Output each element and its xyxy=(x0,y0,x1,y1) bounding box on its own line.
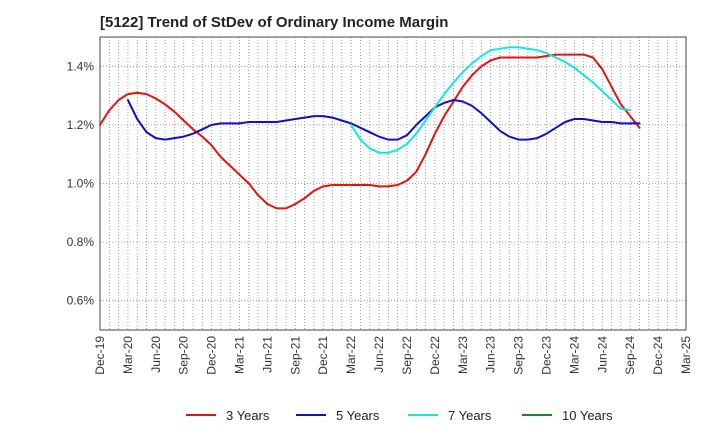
x-tick-label: Dec-19 xyxy=(93,336,107,375)
legend-swatch-5-years xyxy=(296,414,326,416)
x-tick-label: Dec-22 xyxy=(428,336,442,375)
legend-item-7-years: 7 Years xyxy=(408,405,491,425)
legend-label-5-years: 5 Years xyxy=(336,407,380,423)
legend-item-5-years: 5 Years xyxy=(296,405,379,425)
y-tick-label: 0.6% xyxy=(67,294,95,308)
x-tick-label: Jun-23 xyxy=(484,336,498,373)
legend-swatch-10-years xyxy=(522,414,552,416)
x-tick-label: Sep-20 xyxy=(177,336,191,375)
x-tick-label: Dec-20 xyxy=(205,336,219,375)
x-tick-label: Mar-22 xyxy=(344,336,358,374)
x-tick-label: Sep-24 xyxy=(623,336,637,375)
legend-item-3-years: 3 Years xyxy=(186,405,269,425)
x-tick-label: Mar-21 xyxy=(233,336,247,374)
x-tick-label: Dec-23 xyxy=(539,336,553,375)
legend-label-3-years: 3 Years xyxy=(226,407,270,423)
x-tick-label: Sep-22 xyxy=(400,336,414,375)
x-tick-label: Mar-25 xyxy=(679,336,693,374)
x-tick-label: Jun-20 xyxy=(149,336,163,373)
chart-title: [5122] Trend of StDev of Ordinary Income… xyxy=(100,14,449,31)
x-tick-label: Mar-23 xyxy=(456,336,470,374)
series-line-5-years xyxy=(126,99,641,141)
chart-legend: 3 Years 5 Years 7 Years 10 Years xyxy=(0,405,720,425)
legend-item-10-years: 10 Years xyxy=(522,405,613,425)
legend-swatch-7-years xyxy=(408,414,438,416)
legend-swatch-3-years xyxy=(186,414,216,416)
x-tick-label: Jun-21 xyxy=(260,336,274,373)
x-tick-label: Mar-20 xyxy=(121,336,135,374)
y-tick-label: 1.2% xyxy=(67,118,95,132)
x-tick-label: Sep-21 xyxy=(288,336,302,375)
x-tick-label: Sep-23 xyxy=(512,336,526,375)
plot-border xyxy=(99,36,687,331)
y-tick-label: 1.4% xyxy=(67,59,95,73)
y-tick-label: 0.8% xyxy=(67,235,95,249)
legend-label-7-years: 7 Years xyxy=(448,407,492,423)
series-line-7-years xyxy=(350,46,632,154)
y-tick-label: 1.0% xyxy=(67,177,95,191)
x-tick-label: Jun-24 xyxy=(595,336,609,373)
x-tick-label: Dec-24 xyxy=(651,336,665,375)
x-tick-label: Mar-24 xyxy=(567,336,581,374)
x-tick-label: Jun-22 xyxy=(372,336,386,373)
x-tick-label: Dec-21 xyxy=(316,336,330,375)
legend-label-10-years: 10 Years xyxy=(562,407,613,423)
